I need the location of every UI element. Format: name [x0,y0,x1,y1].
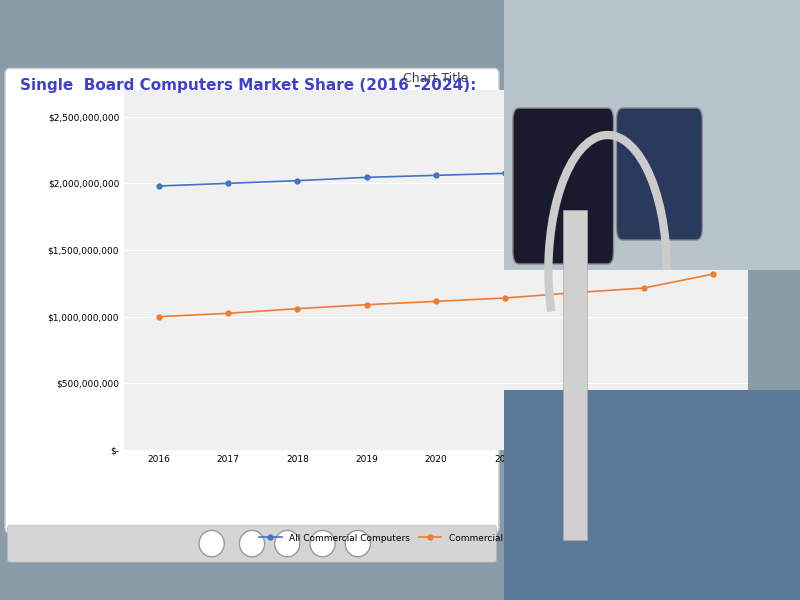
All Commercial Computers [362,174,371,181]
Text: Single  Board Computers Market Share (2016 -2024):: Single Board Computers Market Share (201… [20,78,476,93]
Circle shape [239,530,265,557]
All Commercial Computers [293,177,302,184]
Commercial SBC Sales [709,271,718,278]
All Commercial Computers [639,163,649,170]
All Commercial Computers [501,170,510,177]
FancyBboxPatch shape [5,68,499,533]
Line: All Commercial Computers: All Commercial Computers [156,161,716,188]
All Commercial Computers [570,167,579,174]
Bar [504,390,800,600]
Circle shape [274,530,300,557]
FancyBboxPatch shape [513,108,614,264]
FancyBboxPatch shape [7,525,497,562]
Commercial SBC Sales [501,295,510,302]
Commercial SBC Sales [431,298,441,305]
Commercial SBC Sales [223,310,233,317]
All Commercial Computers [154,182,163,190]
All Commercial Computers [709,160,718,167]
Legend: All Commercial Computers, Commercial SBC Sales: All Commercial Computers, Commercial SBC… [255,530,554,546]
Circle shape [310,530,335,557]
Title: Chart Title: Chart Title [403,71,469,85]
FancyBboxPatch shape [617,108,702,240]
Line: Commercial SBC Sales: Commercial SBC Sales [156,272,716,319]
Bar [504,0,800,270]
Commercial SBC Sales [154,313,163,320]
Commercial SBC Sales [639,284,649,292]
All Commercial Computers [223,180,233,187]
Circle shape [199,530,224,557]
Circle shape [346,530,370,557]
Commercial SBC Sales [362,301,371,308]
Commercial SBC Sales [293,305,302,312]
Bar [563,210,587,540]
Commercial SBC Sales [570,289,579,296]
All Commercial Computers [431,172,441,179]
